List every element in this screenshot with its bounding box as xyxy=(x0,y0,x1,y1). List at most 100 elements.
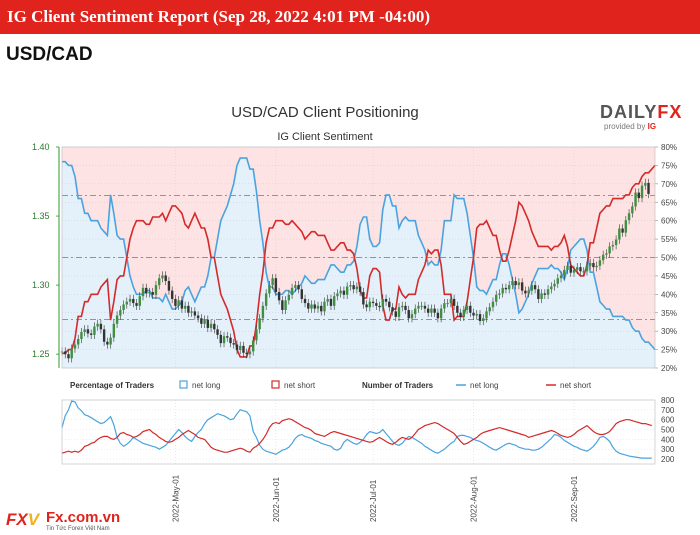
price-candle-body xyxy=(414,308,417,315)
price-candle-body xyxy=(277,292,281,301)
price-candle-body xyxy=(491,301,495,308)
price-candle-body xyxy=(417,305,420,309)
pct-tick-label: 60% xyxy=(661,217,677,226)
price-candle-body xyxy=(323,301,326,312)
price-candle-body xyxy=(391,307,394,312)
price-candle-body xyxy=(239,345,242,351)
price-candle-body xyxy=(284,300,287,310)
price-candle-body xyxy=(644,182,647,186)
price-candle-body xyxy=(226,336,229,338)
price-candle-body xyxy=(352,285,355,290)
price-candle-body xyxy=(300,289,303,299)
price-candle-body xyxy=(222,336,226,344)
price-candle-body xyxy=(310,304,313,309)
price-candle-body xyxy=(527,290,530,294)
price-candle-body xyxy=(439,308,443,319)
legend-count-net-short-label: net short xyxy=(560,381,592,390)
price-candle-body xyxy=(430,308,433,313)
price-candle-body xyxy=(148,292,151,294)
price-candle-body xyxy=(336,293,339,297)
price-candle-body xyxy=(576,267,579,270)
price-candle-body xyxy=(585,265,589,272)
price-candle-body xyxy=(294,285,297,288)
price-candle-body xyxy=(362,292,365,305)
price-candle-body xyxy=(287,294,291,301)
price-candle-body xyxy=(540,293,543,299)
price-candle-body xyxy=(433,308,436,313)
price-candle-body xyxy=(316,305,320,309)
count-tick-label: 200 xyxy=(661,455,675,464)
price-candle-body xyxy=(579,267,582,272)
price-candle-body xyxy=(624,220,628,233)
price-candle-body xyxy=(640,185,644,199)
fxv-logo-left: FX xyxy=(6,510,28,529)
price-candle-body xyxy=(504,287,508,290)
price-candle-body xyxy=(326,298,329,302)
price-candle-body xyxy=(375,303,378,306)
price-candle-body xyxy=(125,301,129,305)
price-candle-body xyxy=(138,296,141,306)
net-long-pct-line xyxy=(62,157,656,351)
legend-net-short-box xyxy=(271,380,280,389)
price-candle-body xyxy=(647,182,650,194)
x-tick-label: 2022-Jul-01 xyxy=(369,479,378,522)
currency-pair-title: USD/CAD xyxy=(6,44,93,65)
price-candle-body xyxy=(89,333,93,335)
price-candle-body xyxy=(190,311,193,313)
price-candle-body xyxy=(384,298,388,302)
price-candle-body xyxy=(485,311,488,319)
price-candle-body xyxy=(307,303,310,309)
price-candle-body xyxy=(268,285,271,294)
price-candle-body xyxy=(303,298,307,304)
price-tick-label: 1.25 xyxy=(32,349,50,359)
price-candle-body xyxy=(614,239,618,246)
price-candle-body xyxy=(436,312,440,319)
price-candle-body xyxy=(342,290,346,295)
price-candle-body xyxy=(563,269,566,276)
price-candle-body xyxy=(572,269,576,273)
price-candle-body xyxy=(102,329,106,342)
price-candle-body xyxy=(601,254,605,261)
price-candle-body xyxy=(401,305,404,308)
price-candle-body xyxy=(109,337,112,345)
legend-pct-title: Percentage of Traders xyxy=(70,381,155,390)
fxv-logo: FXV xyxy=(6,510,39,530)
price-candle-body xyxy=(443,303,446,309)
pct-tick-label: 45% xyxy=(661,272,677,281)
price-candle-body xyxy=(394,311,397,317)
price-candle-body xyxy=(119,309,122,316)
count-tick-label: 300 xyxy=(661,445,675,454)
price-candle-body xyxy=(135,303,138,306)
price-candle-body xyxy=(297,285,300,290)
price-candle-body xyxy=(345,286,349,295)
price-candle-body xyxy=(132,298,135,304)
price-candle-body xyxy=(70,348,73,359)
price-candle-body xyxy=(154,285,158,295)
price-candle-body xyxy=(566,265,569,270)
price-candle-body xyxy=(358,286,362,293)
pct-tick-label: 75% xyxy=(661,161,677,170)
legend-count-net-long-label: net long xyxy=(470,381,498,390)
price-candle-body xyxy=(255,329,258,341)
price-candle-body xyxy=(550,286,553,290)
price-candle-body xyxy=(83,329,86,333)
price-candle-body xyxy=(488,307,491,312)
main-plot-border xyxy=(61,146,656,369)
price-candle-body xyxy=(164,275,167,281)
price-candle-body xyxy=(404,305,407,310)
price-candle-body xyxy=(80,332,83,339)
price-candle-body xyxy=(378,305,381,308)
dailyfx-logo: DAILYFX xyxy=(600,102,682,123)
x-tick-label: 2022-Jun-01 xyxy=(272,477,281,522)
price-candle-body xyxy=(569,265,572,273)
price-candle-body xyxy=(611,245,615,247)
price-candle-body xyxy=(365,304,368,308)
count-tick-label: 700 xyxy=(661,406,675,415)
legend-net-long-box xyxy=(179,380,188,389)
price-candle-body xyxy=(637,192,640,199)
pct-tick-label: 40% xyxy=(661,290,677,299)
pct-tick-label: 65% xyxy=(661,198,677,207)
price-candle-body xyxy=(631,206,634,214)
price-candle-body xyxy=(180,300,184,309)
price-candle-body xyxy=(553,283,556,287)
